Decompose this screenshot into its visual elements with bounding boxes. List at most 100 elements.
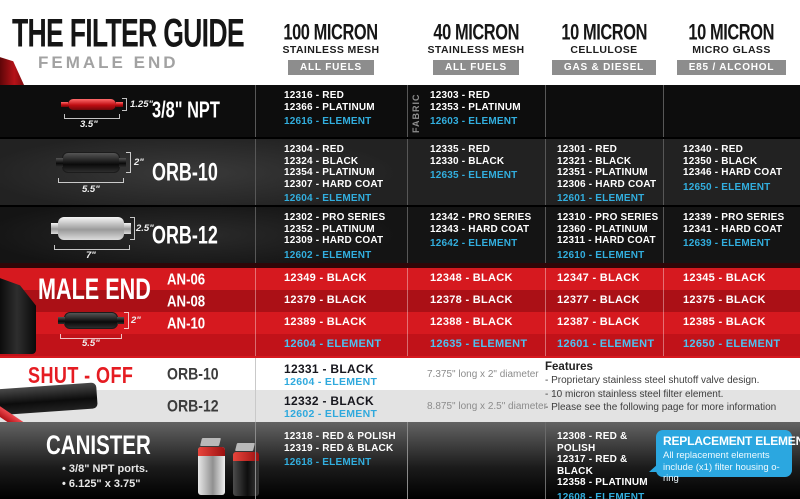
media-label: STAINLESS MESH [282,44,380,56]
features-title: Features [545,361,593,373]
table-cell: 12348 - BLACK [407,268,545,290]
table-cell-empty [545,85,663,137]
table-cell: 12302 - PRO SERIES 12352 - PLATINUM 1230… [255,207,407,263]
element-numbers: 12602 - ELEMENT [284,249,372,261]
table-cell: 12316 - RED 12366 - PLATINUM 12616 - ELE… [255,85,407,137]
canister-cells: 12318 - RED & POLISH 12319 - RED & BLACK… [255,422,663,499]
replacement-elements-callout: REPLACEMENT ELEMENTS All replacement ele… [649,430,800,484]
micron-label: 40 MICRON [433,20,519,46]
canister-title: CANISTER [46,430,151,461]
element-numbers: 12650 - ELEMENT [683,181,771,193]
table-cell-empty [663,85,800,137]
length-dim: 7" [86,250,96,261]
table-cell: 12301 - RED 12321 - BLACK 12351 - PLATIN… [545,139,663,205]
table-cell: 12339 - PRO SERIES 12341 - HARD COAT 126… [663,207,800,263]
fabric-note: FABRIC [411,93,421,134]
column-headers: 100 MICRON STAINLESS MESH ALL FUELS 40 M… [255,20,800,75]
part-numbers: 12340 - RED 12350 - BLACK 12346 - HARD C… [683,144,783,178]
table-cell: 12379 - BLACK [255,290,407,312]
dimension-line [64,114,120,119]
row-label-area: AN-08 [0,290,255,312]
table-cell: 12332 - BLACK 12602 - ELEMENT [255,390,407,422]
part-number: 12331 - BLACK [284,362,374,376]
element-number: 12650 - ELEMENT [663,334,800,356]
filter-thumbnail [61,99,123,110]
row-label-area: ORB-12 [0,390,255,422]
dimension-line [126,152,131,173]
section-divider [0,263,800,268]
column-header-10-micron-cellulose: 10 MICRON CELLULOSE GAS & DIESEL [545,20,663,75]
fuel-badge: GAS & DIESEL [551,60,657,75]
row-label-area: ORB-10 [0,358,255,390]
table-cell: 12308 - RED & POLISH 12317 - RED & BLACK… [545,422,663,499]
element-number: 12602 - ELEMENT [284,408,378,420]
red-filter-photo-top [0,57,24,85]
part-numbers: 12304 - RED 12324 - BLACK 12354 - PLATIN… [284,144,384,190]
dimension-line [130,217,135,240]
shutoff-label-area: SHUT - OFF [0,358,255,441]
canister-photo-polish [198,447,225,495]
element-numbers: 12601 - ELEMENT [557,193,645,204]
row-label-area: 2" 5.5" ORB-10 [0,139,255,205]
male-end-section: AN-06 12349 - BLACK 12348 - BLACK 12347 … [0,263,800,358]
row-label: AN-10 [167,315,206,333]
fuel-badge: ALL FUELS [287,60,374,75]
column-header-10-micron-microglass: 10 MICRON MICRO GLASS E85 / ALCOHOL [663,20,800,75]
header: THE FILTER GUIDE FEMALE END 100 MICRON S… [0,0,800,85]
element-number: 12601 - ELEMENT [545,334,663,356]
row-label-area: AN-10 [0,312,255,334]
micron-label: 100 MICRON [283,20,379,46]
table-cell: 12345 - BLACK [663,268,800,290]
table-cell: 12335 - RED 12330 - BLACK 12635 - ELEMEN… [407,139,545,205]
element-number: 12604 - ELEMENT [255,334,407,356]
micron-label: 10 MICRON [561,20,647,46]
dimension-line [54,245,130,250]
media-label: CELLULOSE [570,44,638,56]
size-note: 7.375" long x 2" diameter [427,369,539,380]
part-numbers: 12302 - PRO SERIES 12352 - PLATINUM 1230… [284,212,386,246]
female-end-subtitle: FEMALE END [38,53,179,72]
element-number: 12635 - ELEMENT [407,334,545,356]
element-numbers: 12635 - ELEMENT [430,170,518,181]
table-row-shutoff-orb12: ORB-12 12332 - BLACK 12602 - ELEMENT 8.8… [0,390,800,422]
table-cell: 12342 - PRO SERIES 12343 - HARD COAT 126… [407,207,545,263]
dimension-line [58,178,124,183]
canister-specs: • 3/8" NPT ports. • 6.125" x 3.75" [62,463,149,490]
table-cell: 12388 - BLACK [407,312,545,334]
row-label-area [0,334,255,356]
micron-label: 10 MICRON [688,20,775,46]
table-cell: 12340 - RED 12350 - BLACK 12346 - HARD C… [663,139,800,205]
element-numbers: 12642 - ELEMENT [430,238,518,249]
element-numbers: 12608 - ELEMENT [557,491,645,499]
table-cell: 12331 - BLACK 12604 - ELEMENT [255,358,407,390]
table-row-an06: AN-06 12349 - BLACK 12348 - BLACK 12347 … [0,268,800,290]
row-label-area: AN-06 [0,268,255,290]
part-number: 12332 - BLACK [284,394,374,408]
canister-section: CANISTER • 3/8" NPT ports. • 6.125" x 3.… [0,422,800,499]
filter-thumbnail [56,152,126,173]
table-row-orb12: 2.5" 7" ORB-12 12302 - PRO SERIES 12352 … [0,205,800,263]
element-number: 12604 - ELEMENT [284,376,378,388]
table-cell: 12377 - BLACK [545,290,663,312]
part-numbers: 12316 - RED 12366 - PLATINUM [284,90,375,113]
callout-title: REPLACEMENT ELEMENTS [663,434,800,448]
media-label: STAINLESS MESH [427,44,525,56]
column-header-100-micron: 100 MICRON STAINLESS MESH ALL FUELS [255,20,407,75]
diameter-dim: 2" [134,157,144,168]
table-cell: 12347 - BLACK [545,268,663,290]
element-numbers: 12616 - ELEMENT [284,116,372,127]
part-numbers: 12303 - RED 12353 - PLATINUM [430,90,521,113]
table-row-an10: AN-10 12389 - BLACK 12388 - BLACK 12387 … [0,312,800,334]
shutoff-section: ORB-10 12331 - BLACK 12604 - ELEMENT 7.3… [0,358,800,441]
part-numbers: 12301 - RED 12321 - BLACK 12351 - PLATIN… [557,144,657,190]
features-list: - Proprietary stainless steel shutoff va… [545,375,777,413]
fuel-badge: ALL FUELS [432,60,519,75]
part-numbers: 12339 - PRO SERIES 12341 - HARD COAT [683,212,785,235]
table-cell: 12389 - BLACK [255,312,407,334]
table-row-npt: 1.25" 3.5" 3/8" NPT 12316 - RED 12366 - … [0,85,800,137]
callout-body: All replacement elements include (x1) fi… [663,450,780,484]
table-row-shutoff-orb10: ORB-10 12331 - BLACK 12604 - ELEMENT 7.3… [0,358,800,390]
features-block: Features - Proprietary stainless steel s… [545,361,793,415]
element-numbers: 12604 - ELEMENT 12614 - CRIMP ELEMENT [284,193,372,205]
